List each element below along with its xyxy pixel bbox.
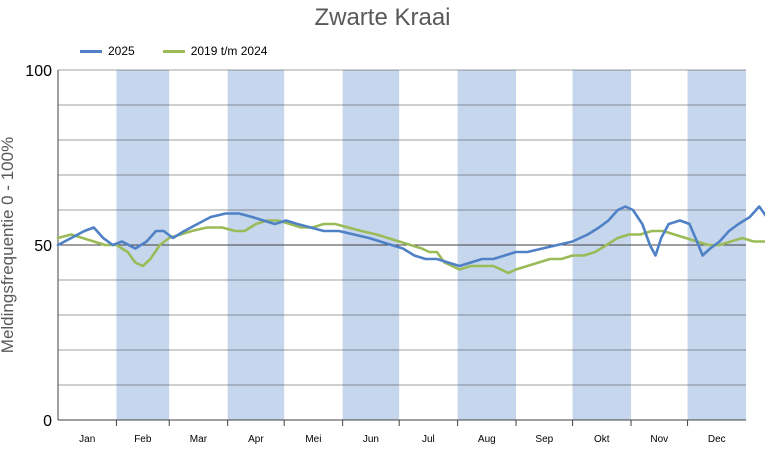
y-tick-label-50: 50 [34,238,52,255]
x-tick-label-jan: Jan [79,434,95,445]
legend-swatch-2025 [80,49,102,53]
x-tick-label-jun: Jun [363,434,379,445]
x-tick-label-jul: Jul [422,434,435,445]
x-tick-label-mei: Mei [305,434,321,445]
y-tick-label-0: 0 [43,413,52,430]
x-tick-label-mar: Mar [190,434,208,445]
x-tick-label-nov: Nov [650,434,668,445]
x-tick-label-feb: Feb [134,434,152,445]
legend-swatch-2019-2024 [162,49,185,53]
legend: 2025 2019 t/m 2024 [80,44,267,58]
x-tick-label-aug: Aug [478,434,496,445]
chart-title: Zwarte Kraai [314,4,451,31]
x-tick-label-apr: Apr [248,434,264,445]
x-tick-label-okt: Okt [594,434,610,445]
x-tick-label-sep: Sep [535,434,553,445]
legend-label-2025: 2025 [108,44,135,58]
legend-item-2025: 2025 [80,44,135,58]
legend-item-2019-2024: 2019 t/m 2024 [162,44,268,58]
y-tick-label-100: 100 [25,63,52,80]
legend-label-2019-2024: 2019 t/m 2024 [190,44,268,58]
x-tick-label-dec: Dec [708,434,726,445]
series-line-2025 [56,205,765,268]
